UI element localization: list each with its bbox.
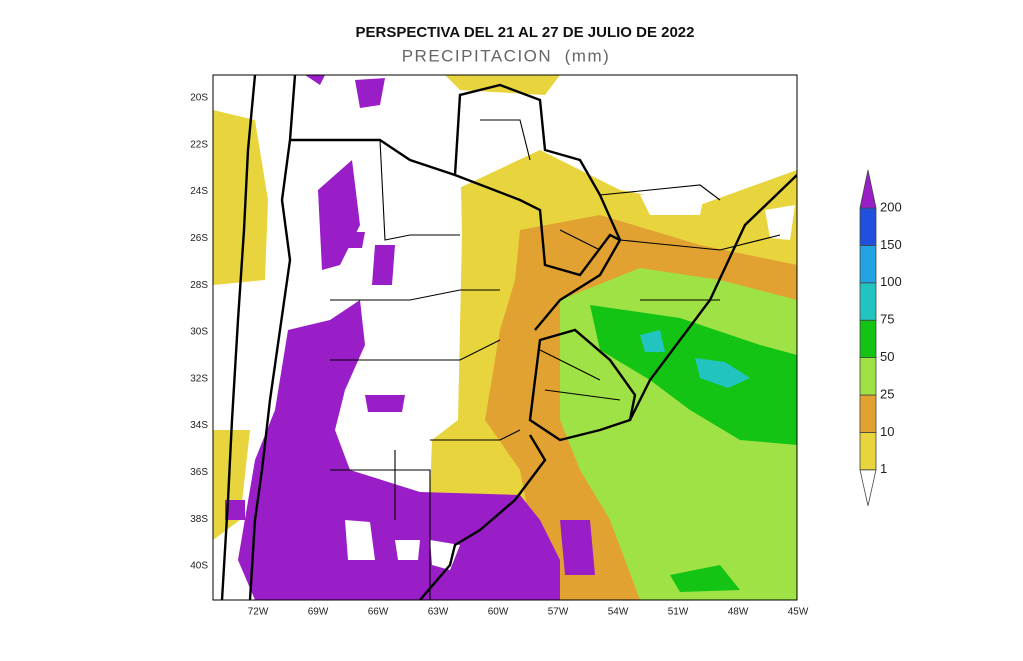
colorbar-segment <box>859 207 877 246</box>
white-interior <box>330 135 795 495</box>
lon-label: 72W <box>248 607 269 618</box>
bolivia-border <box>290 83 622 241</box>
colorbar-label: 50 <box>880 349 894 364</box>
lat-label: 24S <box>190 186 208 197</box>
lat-label: 38S <box>190 514 208 525</box>
white-patch <box>345 520 460 570</box>
colorbar-label: 100 <box>880 274 902 289</box>
lat-label: 32S <box>190 373 208 384</box>
cyan-area <box>640 330 750 388</box>
lat-label: 40S <box>190 561 208 572</box>
atlantic-coast <box>419 174 797 600</box>
lat-label: 22S <box>190 139 208 150</box>
lon-label: 57W <box>548 607 569 618</box>
colorbar-label: 1 <box>880 461 887 476</box>
andes-border <box>248 75 297 600</box>
lon-label: 51W <box>668 607 689 618</box>
colorbar-label: 200 <box>880 199 902 214</box>
lat-label: 26S <box>190 233 208 244</box>
colorbar-label: 150 <box>880 237 902 252</box>
colorbar-segment <box>859 319 877 359</box>
lon-label: 66W <box>368 607 389 618</box>
colorbar-segment <box>859 394 877 433</box>
colorbar-label: 25 <box>880 386 894 401</box>
title: PERSPECTIVA DEL 21 AL 27 DE JULIO DE 202… <box>355 24 694 41</box>
lon-label: 45W <box>788 607 809 618</box>
map-frame <box>212 74 798 601</box>
subtitle: PRECIPITACION (mm) <box>402 46 611 65</box>
yellow-area-west <box>213 75 560 540</box>
lat-label: 36S <box>190 467 208 478</box>
colorbar-label: 75 <box>880 312 894 327</box>
colorbar-segment <box>859 244 877 284</box>
lat-label: 34S <box>190 420 208 431</box>
colorbar-segment <box>859 282 877 321</box>
chile-coast <box>220 75 257 600</box>
purple-area <box>225 75 595 600</box>
colorbar-label: 10 <box>880 424 894 439</box>
lon-label: 48W <box>728 607 749 618</box>
paraguay-border <box>454 173 622 331</box>
lon-label: 60W <box>488 607 509 618</box>
colorbar: 1 10 25 50 75 100 150 200 <box>859 169 902 506</box>
lat-label: 28S <box>190 280 208 291</box>
lon-label: 69W <box>308 607 329 618</box>
lon-label: 54W <box>608 607 629 618</box>
lat-label: 30S <box>190 327 208 338</box>
map: 20S 22S 24S 26S 28S 30S 32S 34S 36S 38S 40S 72W 69W 6… <box>190 74 809 618</box>
colorbar-segment <box>859 357 877 396</box>
colorbar-segment <box>859 469 877 506</box>
lat-label: 20S <box>190 93 208 104</box>
colorbar-segment <box>859 169 877 209</box>
uruguay-border <box>528 328 637 442</box>
lon-label: 63W <box>428 607 449 618</box>
colorbar-segment <box>859 431 877 471</box>
province-lines <box>330 119 781 600</box>
